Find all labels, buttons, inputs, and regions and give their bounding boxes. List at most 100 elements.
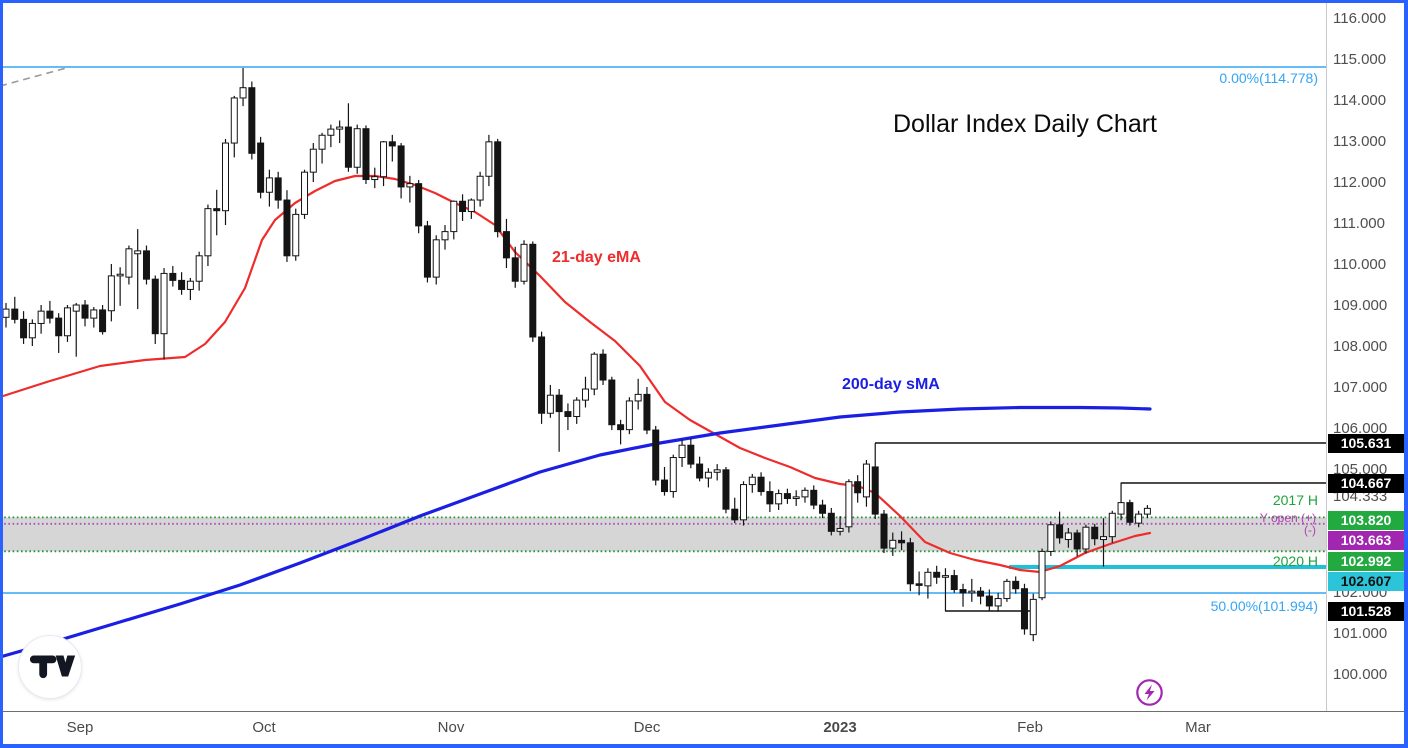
candle-up [1048, 525, 1054, 552]
candle-down [784, 494, 790, 499]
candle-down [881, 514, 887, 548]
price-tick-label: 111.000 [1333, 215, 1385, 232]
candle-up [837, 528, 843, 531]
candle-down [758, 477, 764, 491]
candle-up [91, 310, 97, 318]
candle-down [662, 480, 668, 491]
candle-up [846, 482, 852, 527]
candle-up [135, 251, 141, 254]
price-tick-label: 101.000 [1333, 625, 1387, 642]
time-tick-label: Nov [438, 719, 465, 736]
candle-up [231, 98, 237, 143]
candle-down [855, 482, 861, 493]
candle-up [29, 323, 35, 337]
candle-up [372, 177, 378, 180]
candle-down [495, 142, 501, 232]
price-tick-label: 100.000 [1333, 666, 1387, 683]
candle-down [170, 273, 176, 280]
candle-down [644, 394, 650, 430]
candle-up [38, 311, 44, 323]
lightning-icon[interactable] [1135, 678, 1164, 707]
candle-down [539, 337, 545, 413]
price-tick-label: 108.000 [1333, 338, 1387, 355]
candle-down [1057, 525, 1063, 538]
candle-up [582, 389, 588, 400]
candle-down [600, 354, 606, 380]
candle-up [117, 274, 123, 276]
price-tick-label: 109.000 [1333, 297, 1387, 314]
candle-up [477, 176, 483, 200]
time-tick-label: 2023 [823, 719, 856, 736]
time-tick-label: Feb [1017, 719, 1043, 736]
candle-down [460, 201, 466, 211]
candle-down [565, 412, 571, 417]
candle-up [741, 485, 747, 520]
candle-down [899, 540, 905, 542]
price-tick-label: 113.000 [1333, 133, 1386, 150]
price-badge: 103.663 [1328, 531, 1404, 550]
candle-down [56, 318, 62, 336]
candle-down [960, 590, 966, 593]
time-tick-label: Sep [67, 719, 94, 736]
candle-up [442, 232, 448, 240]
price-badge: 101.528 [1328, 602, 1404, 621]
candle-up [547, 395, 553, 413]
candle-up [942, 576, 948, 578]
candle-up [1083, 527, 1089, 549]
frame-right [1404, 0, 1408, 748]
price-tick-label: 116.000 [1333, 10, 1386, 27]
price-badge: 105.631 [1328, 434, 1404, 453]
tradingview-logo[interactable] [18, 635, 82, 699]
candle-up [705, 472, 711, 478]
candle-down [512, 258, 518, 281]
price-tick-label: 115.000 [1333, 51, 1386, 68]
candle-up [381, 142, 387, 177]
candle-down [258, 143, 264, 192]
time-axis[interactable]: ⚙ SepOctNovDec2023FebMar [0, 711, 1404, 745]
candle-down [688, 445, 694, 464]
chart-plot-area[interactable] [0, 0, 1326, 711]
candle-up [196, 256, 202, 281]
candle-down [143, 251, 149, 279]
candle-up [126, 249, 132, 277]
fib-50-label: 50.00%(101.994) [1211, 598, 1318, 614]
ema-line [0, 176, 1150, 572]
candle-up [108, 276, 114, 311]
candle-up [749, 477, 755, 484]
candle-down [767, 492, 773, 504]
candle-up [328, 129, 334, 135]
candle-up [714, 470, 720, 472]
candle-down [249, 88, 255, 154]
candle-up [969, 591, 975, 593]
candle-down [530, 244, 536, 337]
candle-up [925, 572, 931, 586]
candle-down [416, 184, 422, 226]
time-tick-label: Dec [634, 719, 661, 736]
candle-down [653, 430, 659, 480]
price-axis[interactable]: 116.000115.000114.000113.000112.000111.0… [1326, 0, 1405, 711]
price-tick-label: 114.000 [1333, 92, 1386, 109]
candle-up [1065, 533, 1071, 540]
candle-up [1144, 508, 1150, 514]
candle-down [1127, 503, 1133, 523]
candle-up [863, 464, 869, 497]
candle-up [1109, 513, 1115, 536]
candle-down [618, 425, 624, 430]
candle-up [73, 305, 79, 311]
time-tick-label: Mar [1185, 719, 1211, 736]
candle-up [223, 143, 229, 211]
candle-up [670, 458, 676, 492]
candle-up [293, 214, 299, 255]
candle-up [468, 200, 474, 211]
candle-up [433, 240, 439, 277]
price-badge: 103.820 [1328, 511, 1404, 530]
high-2020-label: 2020 H [1273, 553, 1318, 569]
candle-down [951, 576, 957, 590]
time-tick-label: Oct [252, 719, 275, 736]
candle-down [398, 146, 404, 187]
candle-up [802, 490, 808, 497]
price-tick-label: 107.000 [1333, 379, 1387, 396]
candle-down [1092, 527, 1098, 538]
price-badge: 104.667 [1328, 474, 1404, 493]
candle-up [776, 494, 782, 504]
